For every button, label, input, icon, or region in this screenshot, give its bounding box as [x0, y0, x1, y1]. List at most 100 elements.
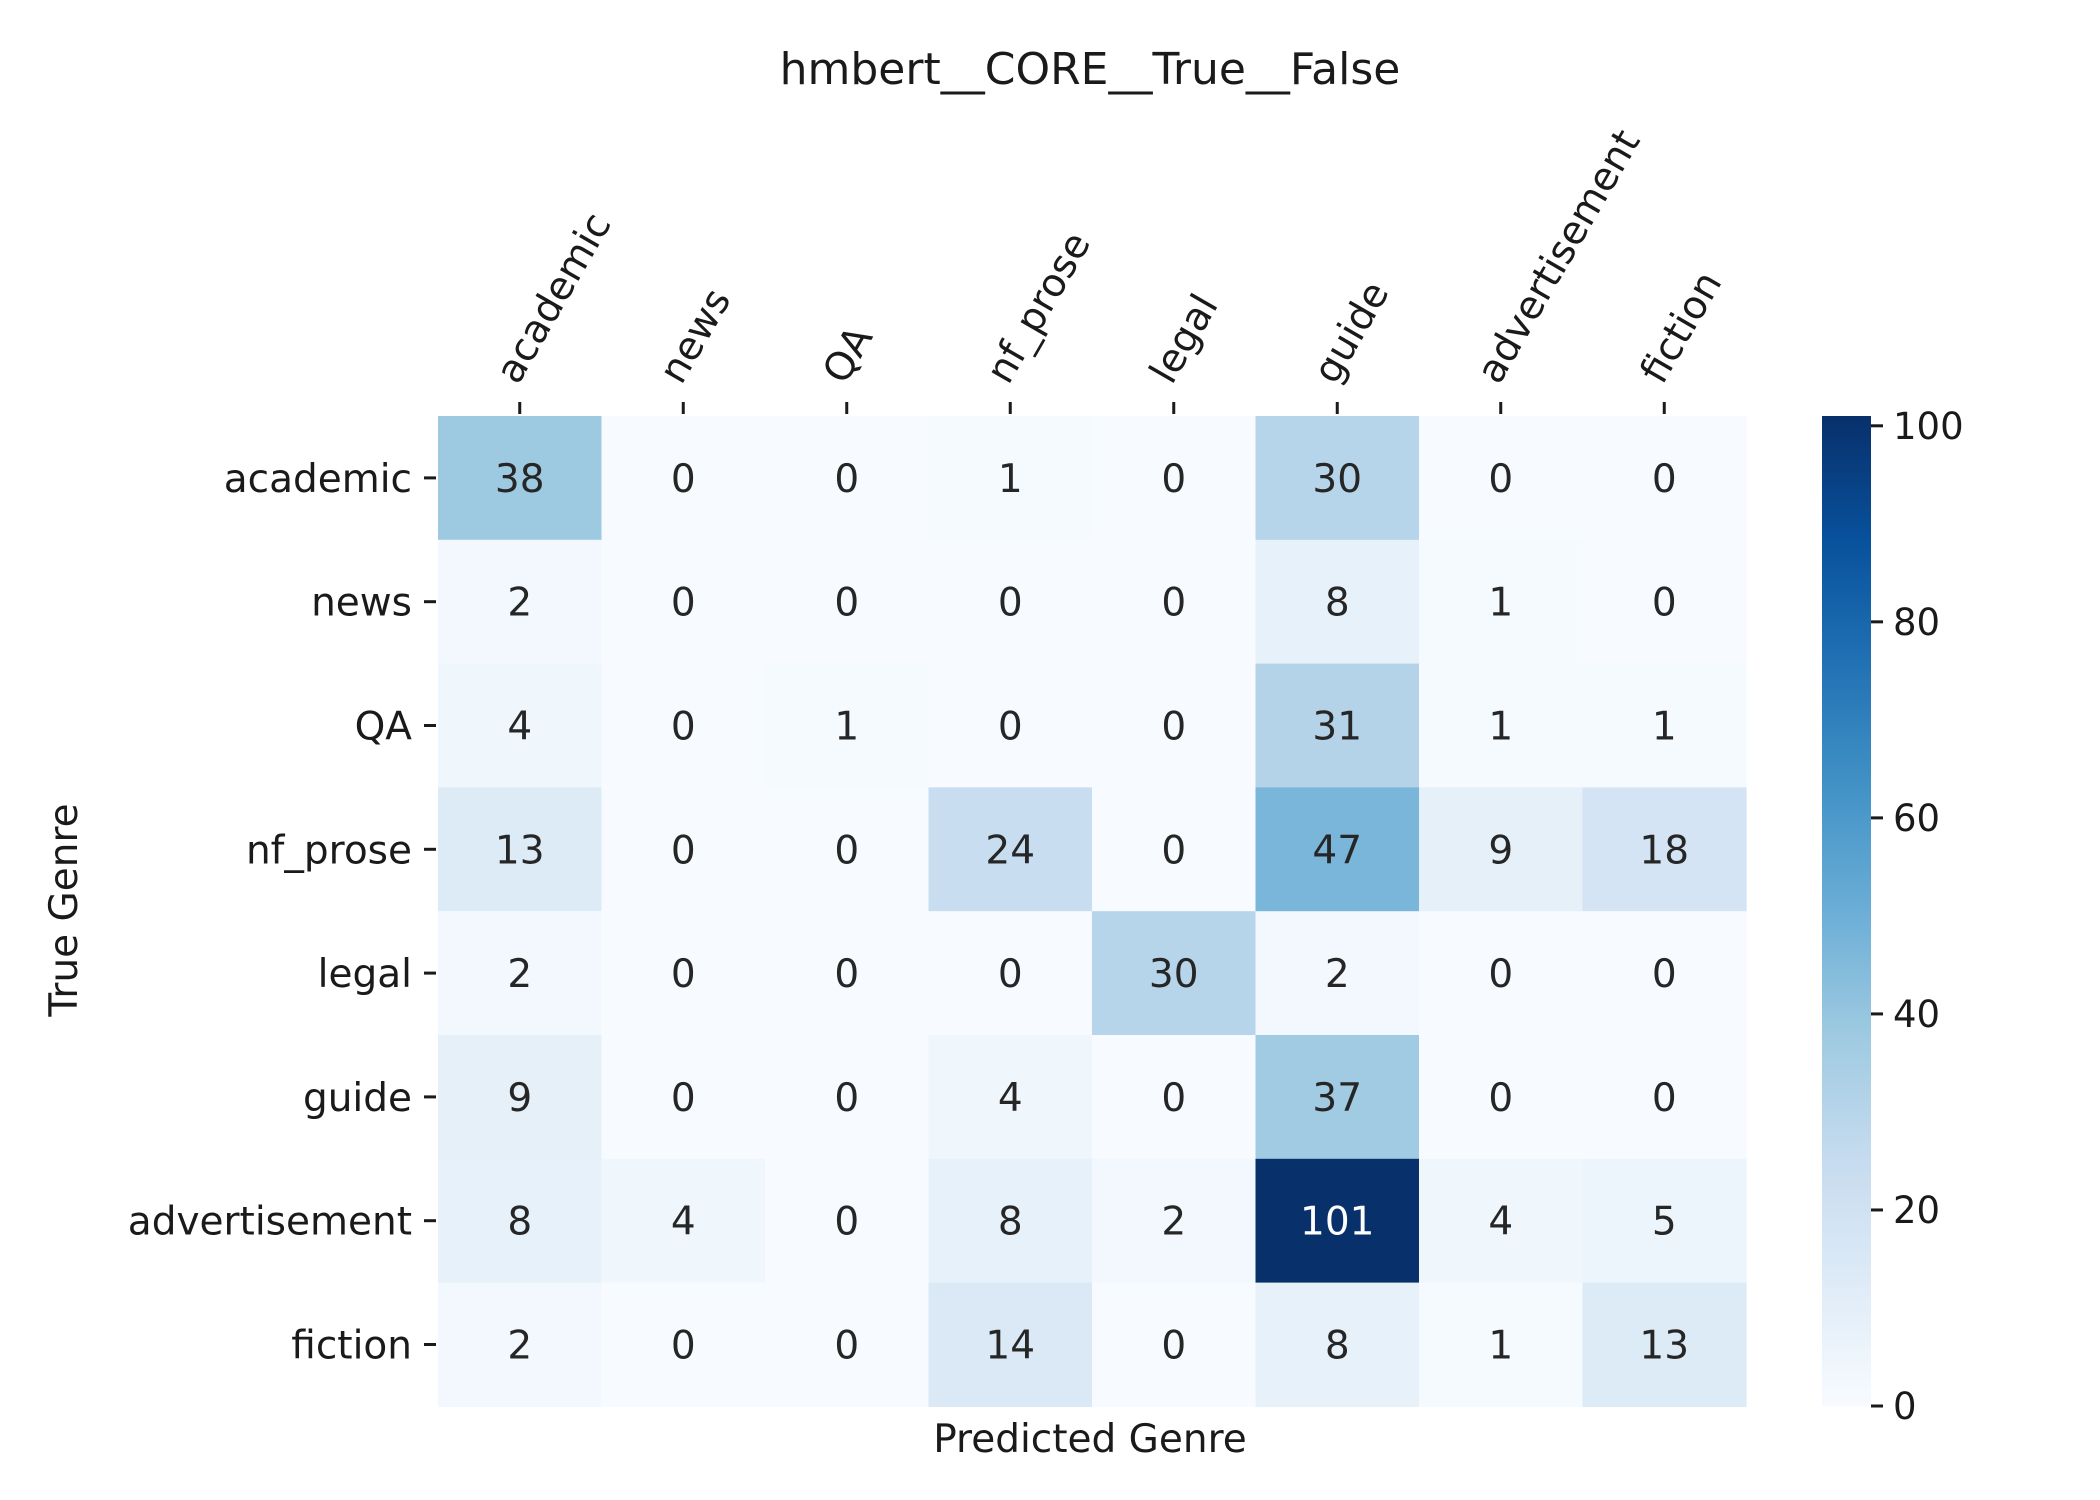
cell-news-guide [1255, 539, 1420, 665]
cell-value-qa-news: 0 [671, 705, 696, 750]
cell-nf-prose-qa [765, 787, 930, 912]
cell-nf-prose-advertisement [1419, 787, 1584, 912]
cell-nf-prose-legal [1092, 787, 1257, 912]
cell-value-qa-legal: 0 [1161, 705, 1186, 750]
y-tick-label-legal: legal [318, 952, 412, 997]
colorbar-tick-label-0: 0 [1893, 1385, 1917, 1428]
cell-value-fiction-nf-prose: 14 [985, 1324, 1035, 1369]
y-tick-label-nf-prose: nf_prose [246, 828, 412, 873]
cell-value-nf-prose-fiction: 18 [1639, 828, 1689, 873]
cell-legal-fiction [1582, 911, 1747, 1036]
cell-value-academic-nf-prose: 1 [998, 457, 1023, 502]
cell-value-academic-news: 0 [671, 457, 696, 502]
colorbar: 0 20 40 60 80 100 [1822, 405, 1964, 1428]
y-tick-label-news: news [311, 581, 412, 626]
cell-value-nf-prose-advertisement: 9 [1488, 828, 1513, 873]
cell-fiction-nf-prose [928, 1282, 1093, 1407]
cell-qa-academic [438, 663, 603, 788]
y-tick-label-academic: academic [224, 457, 412, 502]
cell-value-academic-qa: 0 [834, 457, 859, 502]
cell-value-academic-guide: 30 [1312, 457, 1362, 502]
y-tick-label-qa: QA [355, 705, 413, 750]
cell-fiction-advertisement [1419, 1282, 1584, 1407]
cell-value-news-academic: 2 [507, 581, 532, 626]
cell-value-news-legal: 0 [1161, 581, 1186, 626]
heatmap-cells [438, 416, 1747, 1407]
cell-value-news-qa: 0 [834, 581, 859, 626]
x-axis-ticks: academic news QA nf_prose legal guide advertis… [487, 122, 1731, 414]
cell-fiction-academic [438, 1282, 603, 1407]
cell-value-nf-prose-legal: 0 [1161, 828, 1186, 873]
y-axis-label: True Genre [42, 803, 87, 1017]
cell-nf-prose-academic [438, 787, 603, 912]
cell-value-fiction-guide: 8 [1325, 1324, 1350, 1369]
colorbar-tick-label-100: 100 [1893, 405, 1964, 448]
colorbar-tick-label-60: 60 [1893, 797, 1940, 840]
cell-guide-fiction [1582, 1035, 1747, 1160]
cell-legal-guide [1255, 911, 1420, 1036]
cell-guide-academic [438, 1035, 603, 1160]
cell-academic-news [601, 416, 766, 541]
cell-legal-advertisement [1419, 911, 1584, 1036]
cell-value-academic-academic: 38 [495, 457, 545, 502]
x-tick-label-academic: academic [487, 205, 620, 391]
cell-value-advertisement-qa: 0 [834, 1200, 859, 1245]
cell-advertisement-guide [1255, 1158, 1420, 1284]
cell-value-news-fiction: 0 [1652, 581, 1677, 626]
cell-value-qa-guide: 31 [1312, 705, 1362, 750]
cell-guide-news [601, 1035, 766, 1160]
cell-value-fiction-legal: 0 [1161, 1324, 1186, 1369]
cell-guide-guide [1255, 1035, 1420, 1160]
cell-qa-guide [1255, 663, 1420, 788]
cell-value-fiction-academic: 2 [507, 1324, 532, 1369]
cell-guide-legal [1092, 1035, 1257, 1160]
cell-news-advertisement [1419, 539, 1584, 665]
cell-news-nf-prose [928, 539, 1093, 665]
cell-qa-fiction [1582, 663, 1747, 788]
colorbar-tick-label-80: 80 [1893, 601, 1940, 644]
cell-fiction-legal [1092, 1282, 1257, 1407]
x-tick-label-advertisement: advertisement [1468, 122, 1649, 391]
cell-advertisement-nf-prose [928, 1158, 1093, 1284]
cell-legal-qa [765, 911, 930, 1036]
cell-fiction-guide [1255, 1282, 1420, 1407]
cell-value-advertisement-fiction: 5 [1652, 1200, 1677, 1245]
cell-academic-guide [1255, 416, 1420, 541]
cell-academic-nf-prose [928, 416, 1093, 541]
cell-value-legal-fiction: 0 [1652, 952, 1677, 997]
cell-qa-nf-prose [928, 663, 1093, 788]
cell-value-advertisement-nf-prose: 8 [998, 1200, 1023, 1245]
cell-value-guide-nf-prose: 4 [998, 1076, 1023, 1121]
colorbar-gradient [1822, 416, 1871, 1406]
y-tick-label-guide: guide [303, 1076, 412, 1121]
cell-value-fiction-advertisement: 1 [1488, 1324, 1513, 1369]
cell-value-fiction-qa: 0 [834, 1324, 859, 1369]
cell-value-legal-advertisement: 0 [1488, 952, 1513, 997]
cell-nf-prose-guide [1255, 787, 1420, 912]
cell-value-legal-news: 0 [671, 952, 696, 997]
heatmap-cell-labels: 38 0 0 1 0 30 0 02 0 0 0 0 8 1 04 0 1 0 0 31 1 113 0 0 24 0 47 9 182… [495, 457, 1689, 1369]
cell-legal-academic [438, 911, 603, 1036]
cell-value-guide-academic: 9 [507, 1076, 532, 1121]
cell-value-nf-prose-guide: 47 [1312, 828, 1362, 873]
cell-news-legal [1092, 539, 1257, 665]
cell-value-news-guide: 8 [1325, 581, 1350, 626]
cell-value-fiction-fiction: 13 [1639, 1324, 1689, 1369]
cell-value-guide-advertisement: 0 [1488, 1076, 1513, 1121]
cell-value-guide-news: 0 [671, 1076, 696, 1121]
cell-advertisement-academic [438, 1158, 603, 1284]
colorbar-tick-label-20: 20 [1893, 1189, 1940, 1232]
cell-value-news-advertisement: 1 [1488, 581, 1513, 626]
cell-value-qa-academic: 4 [507, 705, 532, 750]
cell-nf-prose-news [601, 787, 766, 912]
cell-news-fiction [1582, 539, 1747, 665]
cell-value-advertisement-news: 4 [671, 1200, 696, 1245]
cell-nf-prose-nf-prose [928, 787, 1093, 912]
chart-title: hmbert__CORE__True__False [780, 44, 1401, 95]
y-tick-label-fiction: fiction [291, 1324, 412, 1369]
cell-qa-qa [765, 663, 930, 788]
cell-advertisement-qa [765, 1158, 930, 1284]
x-tick-label-qa: QA [814, 319, 882, 391]
x-tick-label-legal: legal [1141, 287, 1227, 391]
cell-value-guide-legal: 0 [1161, 1076, 1186, 1121]
